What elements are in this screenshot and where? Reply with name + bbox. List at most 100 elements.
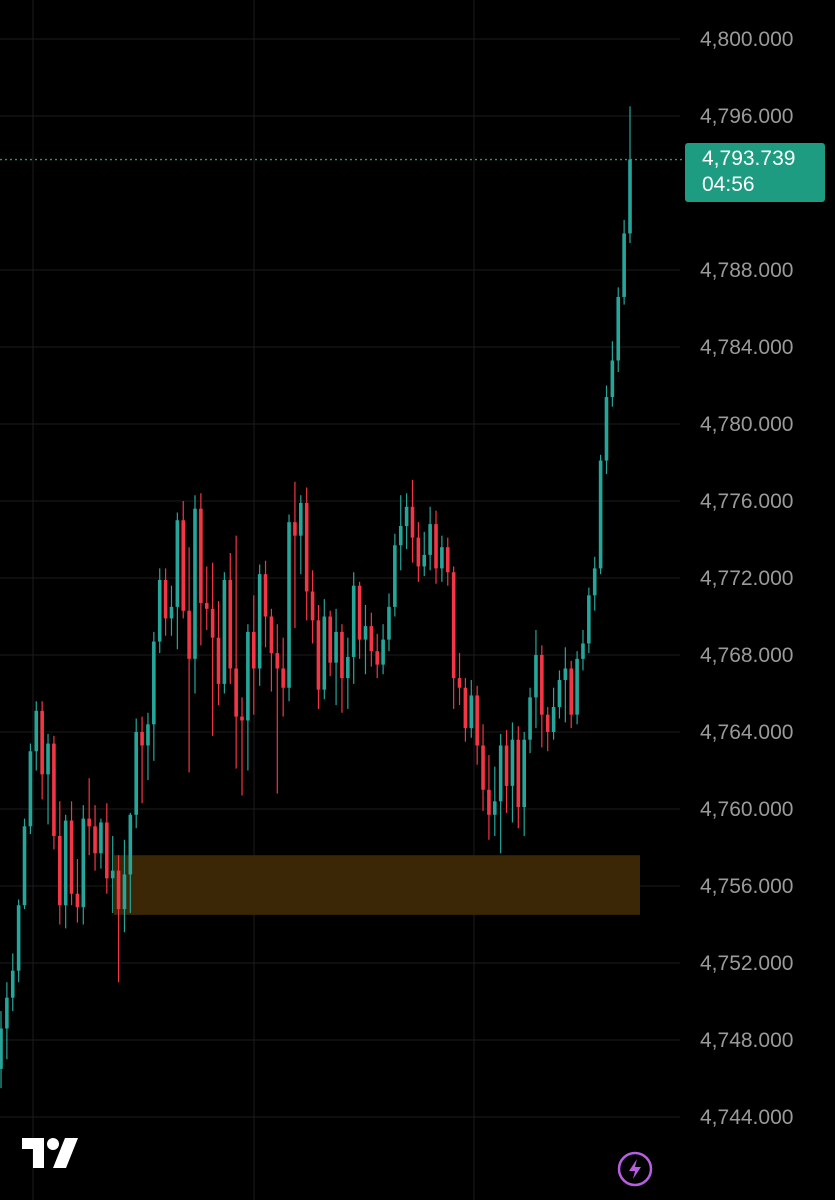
candle xyxy=(498,733,503,854)
candle xyxy=(310,570,315,644)
candle xyxy=(457,653,462,706)
candle xyxy=(157,568,162,654)
candle-body xyxy=(228,579,233,669)
candle-body xyxy=(387,606,391,640)
candle-body xyxy=(310,591,315,621)
candle-body xyxy=(257,574,262,669)
candle-body xyxy=(93,826,97,854)
candle xyxy=(422,531,427,577)
candle xyxy=(281,637,285,717)
candle-body xyxy=(451,572,456,679)
candle-body xyxy=(492,801,497,815)
candle xyxy=(163,568,168,636)
tradingview-logo-icon[interactable] xyxy=(20,1136,80,1170)
candle xyxy=(99,818,103,869)
candle xyxy=(404,493,409,550)
candle-body xyxy=(346,656,350,679)
y-tick-label: 4,776.000 xyxy=(700,490,793,513)
candle xyxy=(569,660,574,729)
candle-body xyxy=(622,233,626,297)
candle xyxy=(334,608,338,706)
candle-body xyxy=(299,502,303,536)
candle xyxy=(398,495,403,571)
candle-body xyxy=(581,643,585,659)
candle-body xyxy=(187,610,191,659)
candle-body xyxy=(110,870,115,879)
candle xyxy=(416,522,421,582)
candle-body xyxy=(498,745,503,802)
candle xyxy=(592,556,597,611)
candle xyxy=(369,612,374,667)
candle xyxy=(316,604,321,709)
candle-body xyxy=(240,716,244,721)
candle xyxy=(357,581,362,659)
candle-body xyxy=(204,603,209,609)
candle-body xyxy=(269,616,274,654)
candle-body xyxy=(628,159,632,234)
candle xyxy=(510,722,515,823)
candle-body xyxy=(52,743,56,836)
grid-lines xyxy=(0,0,680,1200)
candle xyxy=(557,670,562,719)
candle-body xyxy=(0,1028,3,1069)
candle xyxy=(199,493,203,646)
candle xyxy=(40,701,44,800)
candle xyxy=(234,535,238,769)
candle xyxy=(110,835,115,913)
candle xyxy=(222,572,227,694)
candle xyxy=(387,593,391,652)
bar-countdown: 04:56 xyxy=(702,173,755,196)
candle xyxy=(287,514,291,702)
candle-body xyxy=(587,595,591,644)
candle-body xyxy=(34,710,39,752)
candle xyxy=(69,801,74,906)
candle-body xyxy=(116,870,121,910)
candle xyxy=(152,631,156,761)
candle xyxy=(257,564,262,686)
candle xyxy=(246,624,250,771)
y-tick-label: 4,788.000 xyxy=(700,259,793,282)
candle xyxy=(604,385,609,475)
candle-body xyxy=(105,822,109,879)
candle xyxy=(28,743,33,835)
candle-body xyxy=(322,616,327,690)
current-price-tag: 4,793.739 04:56 xyxy=(685,143,825,202)
candle xyxy=(575,651,579,725)
candle-body xyxy=(146,724,150,746)
candle-body xyxy=(563,668,568,681)
candle xyxy=(75,859,80,923)
candle-body xyxy=(475,695,479,746)
candle xyxy=(269,608,274,692)
candle-body xyxy=(592,568,597,596)
candle-body xyxy=(569,668,574,715)
candle-body xyxy=(340,631,344,679)
candle-body xyxy=(199,508,203,604)
candle-body xyxy=(481,745,485,790)
candle xyxy=(16,899,21,983)
candle xyxy=(504,730,509,813)
candle-body xyxy=(134,732,139,815)
candle-body xyxy=(99,822,103,854)
candle-body xyxy=(487,789,491,815)
candle-body xyxy=(357,585,362,640)
candle-body xyxy=(422,554,427,567)
candle-body xyxy=(598,460,603,569)
candle-body xyxy=(575,658,579,715)
candle-body xyxy=(234,668,238,717)
candle xyxy=(492,766,497,836)
candle xyxy=(581,629,585,671)
candle xyxy=(628,106,632,244)
candle xyxy=(551,687,556,740)
candle xyxy=(22,818,27,910)
candle xyxy=(193,495,197,694)
candle-body xyxy=(122,874,127,910)
candle-body xyxy=(275,653,280,669)
lightning-icon[interactable] xyxy=(617,1151,653,1187)
candle xyxy=(487,755,491,840)
candle xyxy=(251,595,256,715)
candle xyxy=(451,566,456,709)
candle-body xyxy=(222,579,227,684)
candle xyxy=(216,601,221,706)
candle-body xyxy=(616,296,621,361)
